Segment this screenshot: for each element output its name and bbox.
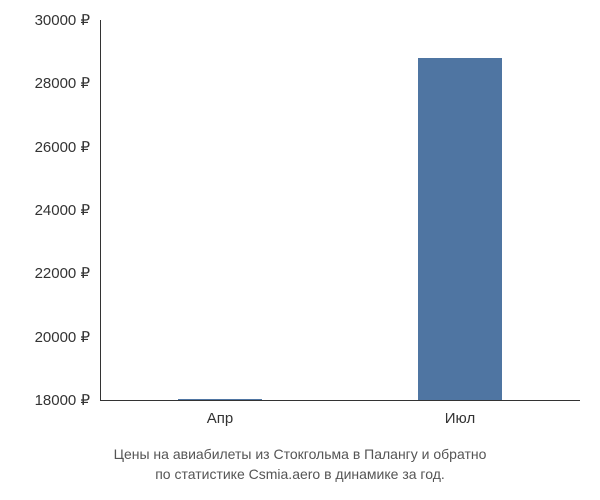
bars-area (100, 20, 580, 400)
y-tick-label: 20000 ₽ (0, 328, 90, 346)
caption-line-1: Цены на авиабилеты из Стокгольма в Палан… (0, 445, 600, 465)
bar (418, 58, 502, 400)
x-tick-label: Июл (445, 410, 475, 427)
y-tick-label: 22000 ₽ (0, 264, 90, 282)
y-tick-label: 18000 ₽ (0, 391, 90, 409)
chart-caption: Цены на авиабилеты из Стокгольма в Палан… (0, 445, 600, 484)
caption-line-2: по статистике Csmia.aero в динамике за г… (0, 465, 600, 485)
y-tick-label: 30000 ₽ (0, 11, 90, 29)
y-tick-label: 24000 ₽ (0, 201, 90, 219)
y-tick-label: 26000 ₽ (0, 138, 90, 156)
y-axis: 18000 ₽20000 ₽22000 ₽24000 ₽26000 ₽28000… (0, 20, 95, 400)
y-tick-label: 28000 ₽ (0, 74, 90, 92)
x-tick-label: Апр (207, 410, 233, 427)
chart-container: 18000 ₽ 20000 ₽ 22000 ₽ 24000 ₽ 26000 ₽ 28000… (0, 0, 600, 500)
x-axis-line (100, 400, 580, 401)
bar (178, 399, 262, 400)
